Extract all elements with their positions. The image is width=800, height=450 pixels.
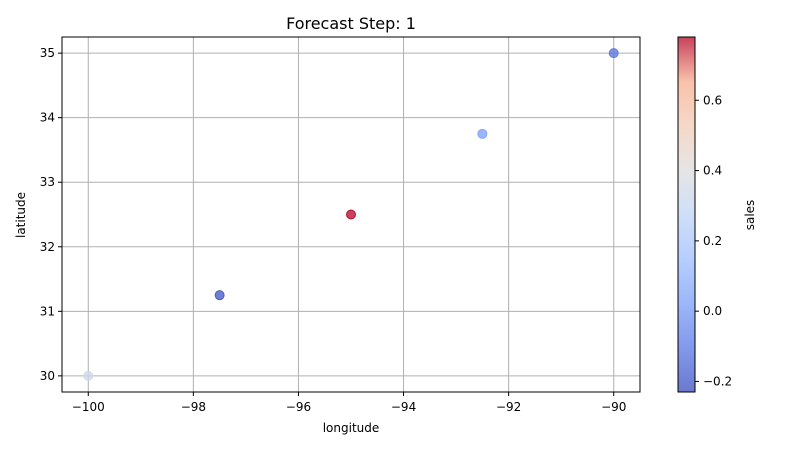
x-tick-label: −98 [181,400,206,414]
data-point [477,128,488,139]
y-tick-label: 32 [40,240,55,254]
y-tick-label: 33 [40,175,55,189]
y-tick-label: 30 [40,369,55,383]
data-point [608,48,619,59]
colorbar-label: sales [743,200,757,231]
colorbar-frame [677,36,696,393]
colorbar-tick-label: 0.4 [703,164,722,178]
y-tick-label: 35 [40,46,55,60]
colorbar-gradient [678,37,695,392]
plot-frame [61,36,641,393]
x-tick-label: −94 [391,400,416,414]
x-axis-ticks: −100 −98 −96 −94 −92 −90 [72,392,626,414]
y-axis-label: latitude [14,192,28,238]
x-tick-label: −92 [496,400,521,414]
colorbar-tick-label: 0.6 [703,93,722,107]
x-tick-label: −96 [286,400,311,414]
colorbar: −0.2 0.0 0.2 0.4 0.6 sales [677,36,757,393]
y-tick-label: 31 [40,304,55,318]
data-points [83,48,619,381]
data-point [214,290,225,301]
grid [62,37,640,392]
y-tick-label: 34 [40,111,55,125]
x-tick-label: −90 [601,400,626,414]
colorbar-tick-label: 0.0 [703,304,722,318]
data-point [83,370,94,381]
colorbar-tick-label: 0.2 [703,234,722,248]
colorbar-ticks: −0.2 0.0 0.2 0.4 0.6 [695,93,732,388]
x-tick-label: −100 [72,400,105,414]
y-axis-ticks: 30 31 32 33 34 35 [40,46,62,383]
data-point [346,209,356,220]
x-axis-label: longitude [323,421,380,435]
colorbar-tick-label: −0.2 [703,374,732,388]
chart-title: Forecast Step: 1 [286,14,416,33]
